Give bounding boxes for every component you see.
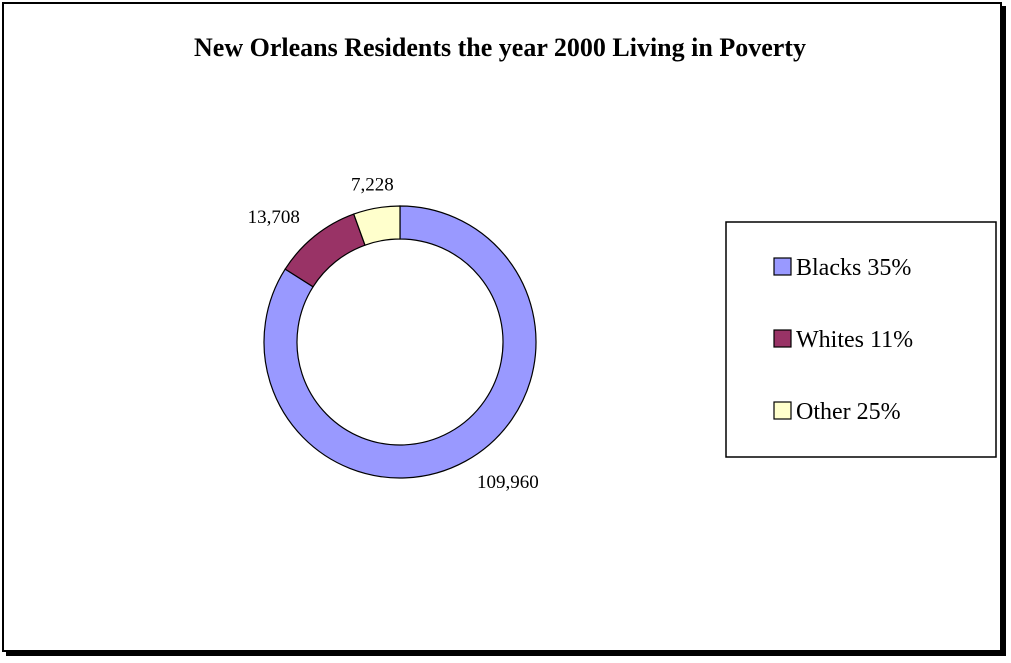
data-label-3: 7,228 [351, 174, 394, 195]
data-label-1: 109,960 [477, 472, 539, 493]
legend-label-3: Other 25% [796, 399, 901, 425]
data-labels: 109,960 13,708 7,228 [248, 174, 539, 493]
legend-label-2: Whites 11% [796, 327, 913, 353]
legend-swatch-1 [773, 257, 792, 276]
chart-title: New Orleans Residents the year 2000 Livi… [194, 33, 806, 62]
legend-box [725, 221, 997, 458]
doughnut-slices [263, 205, 537, 479]
doughnut-slice-3 [352, 205, 401, 246]
legend-swatch-3 [773, 401, 792, 420]
legend-swatch-2 [773, 329, 792, 348]
legend-label-1: Blacks 35% [796, 255, 911, 281]
data-label-2: 13,708 [248, 207, 300, 228]
legend: Blacks 35% Whites 11% Other 25% [725, 221, 997, 458]
doughnut-slice-1 [263, 205, 537, 479]
